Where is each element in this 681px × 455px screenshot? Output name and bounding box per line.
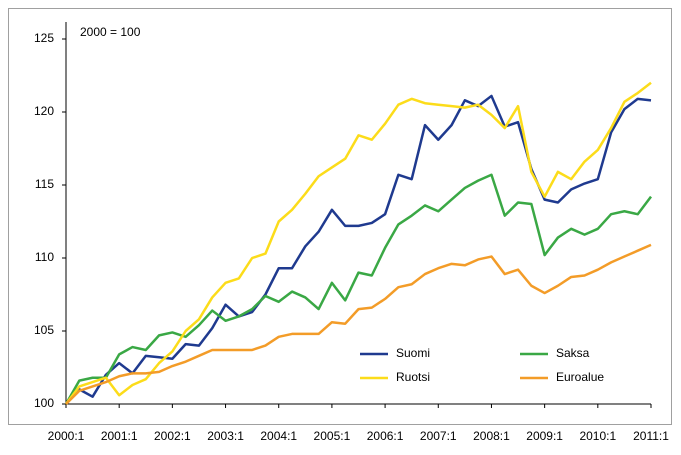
x-tick-label: 2005:1 [314, 429, 351, 443]
y-tick-label: 110 [35, 250, 54, 264]
x-tick-label: 2002:1 [154, 429, 191, 443]
y-tick-label: 115 [35, 177, 54, 191]
x-tick-label: 2004:1 [260, 429, 297, 443]
legend-label: Saksa [556, 346, 590, 360]
legend-label: Ruotsi [396, 370, 430, 384]
x-tick-label: 2007:1 [420, 429, 457, 443]
series-line [65, 81, 652, 405]
x-tick-label: 2009:1 [526, 429, 563, 443]
x-tick-label: 2008:1 [473, 429, 510, 443]
series-line [65, 243, 652, 405]
x-tick-label: 2011:1 [633, 429, 669, 443]
legend-label: Suomi [396, 346, 430, 360]
annotation: 2000 = 100 [80, 25, 141, 39]
x-tick-label: 2006:1 [367, 429, 404, 443]
x-tick-label: 2000:1 [48, 429, 85, 443]
y-tick-label: 125 [34, 31, 54, 45]
y-tick-label: 100 [34, 396, 54, 410]
legend-label: Euroalue [556, 370, 604, 384]
x-tick-label: 2003:1 [207, 429, 244, 443]
x-tick-label: 2001:1 [101, 429, 138, 443]
y-tick-label: 120 [34, 104, 54, 118]
x-tick-label: 2010:1 [579, 429, 616, 443]
chart-frame [8, 8, 672, 425]
y-tick-label: 105 [34, 323, 54, 337]
series-line [64, 173, 652, 405]
